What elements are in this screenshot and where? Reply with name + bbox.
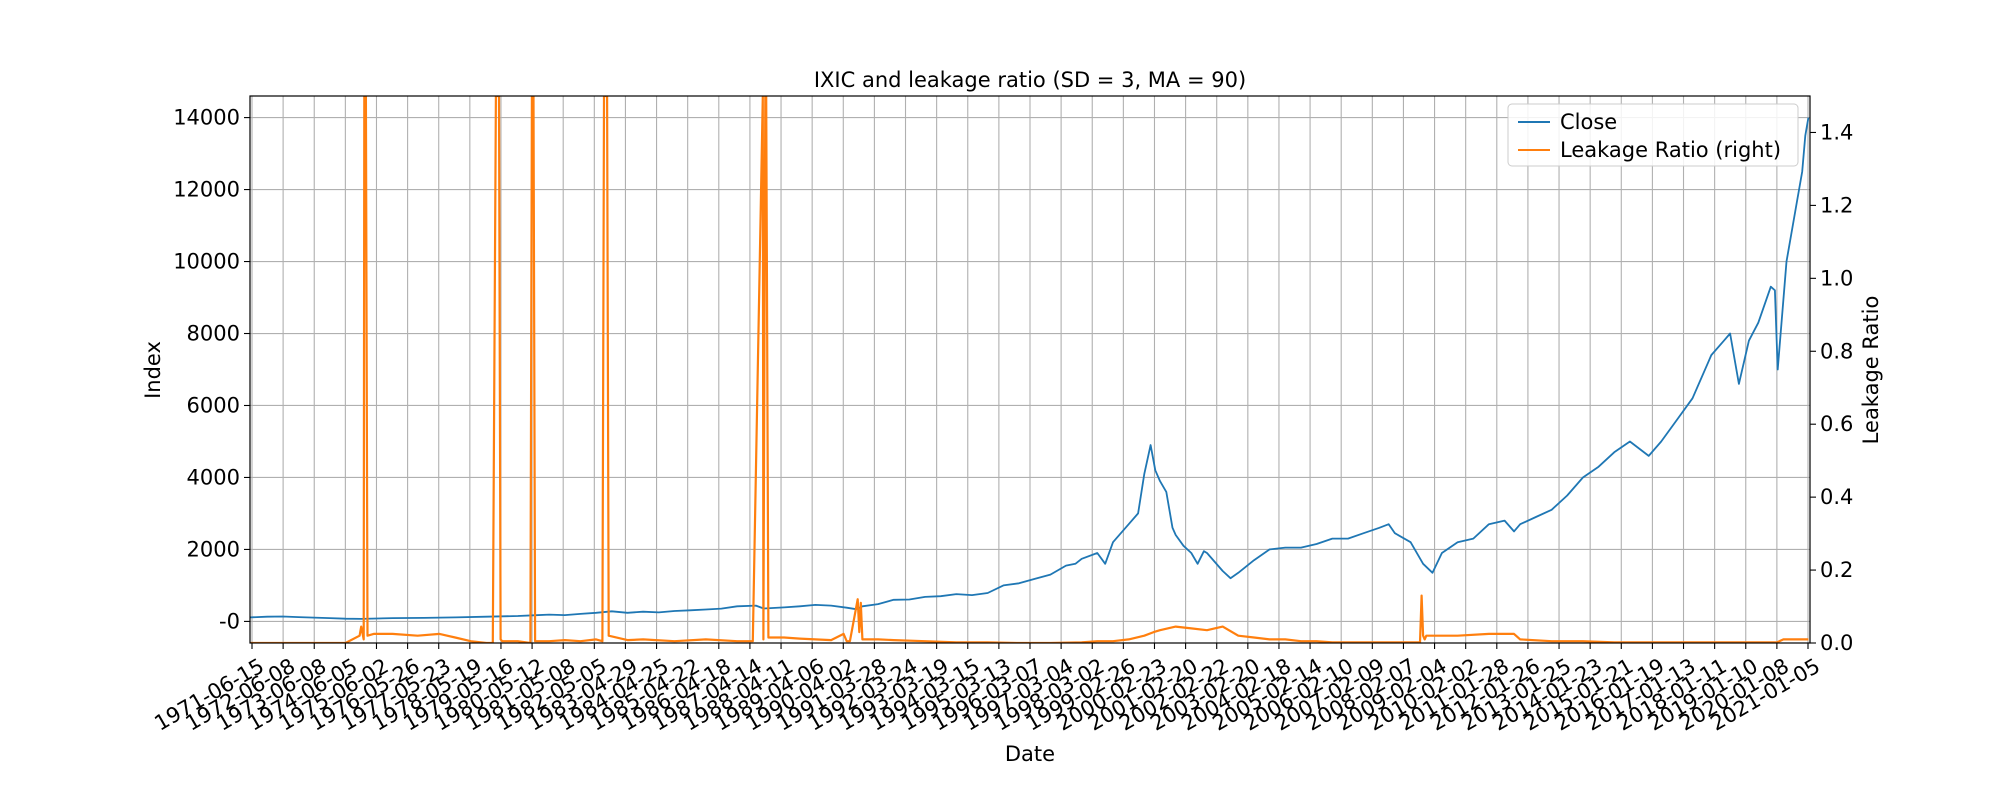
- left-y-axis-label: Index: [141, 341, 165, 399]
- right-tick-label: 1.2: [1820, 193, 1853, 217]
- left-tick-label: 14000: [173, 106, 240, 130]
- left-y-axis: -0 2000 4000 6000 8000 10000 12000 14000: [173, 106, 250, 633]
- plot-series: [250, 96, 1810, 643]
- x-axis-label: Date: [1005, 742, 1055, 766]
- right-tick-label: 1.4: [1820, 120, 1853, 144]
- right-tick-label: 0.2: [1820, 558, 1853, 582]
- chart-title: IXIC and leakage ratio (SD = 3, MA = 90): [814, 68, 1246, 92]
- legend-box: [1507, 103, 1799, 167]
- left-tick-label: -0: [219, 609, 240, 633]
- right-y-axis: 0.0 0.2 0.4 0.6 0.8 1.0 1.2 1.4: [1810, 120, 1853, 655]
- left-tick-label: 6000: [187, 393, 240, 417]
- left-tick-label: 10000: [173, 250, 240, 274]
- right-y-axis-label: Leakage Ratio: [1859, 296, 1883, 445]
- leakage-ratio-series-line: [250, 96, 1809, 643]
- left-tick-label: 2000: [187, 537, 240, 561]
- right-tick-label: 0.0: [1820, 631, 1853, 655]
- legend: Close Leakage Ratio (right): [1507, 103, 1799, 167]
- left-tick-label: 12000: [173, 178, 240, 202]
- right-tick-label: 0.8: [1820, 339, 1853, 363]
- close-series-line: [250, 117, 1810, 620]
- x-axis: 1971-06-151972-06-081973-06-081974-06-05…: [150, 643, 1824, 736]
- left-tick-label: 4000: [187, 465, 240, 489]
- right-tick-label: 0.6: [1820, 412, 1853, 436]
- legend-entry-label: Close: [1560, 110, 1617, 134]
- left-tick-label: 8000: [187, 322, 240, 346]
- right-tick-label: 1.0: [1820, 266, 1853, 290]
- right-tick-label: 0.4: [1820, 485, 1853, 509]
- legend-entry-label: Leakage Ratio (right): [1560, 138, 1781, 162]
